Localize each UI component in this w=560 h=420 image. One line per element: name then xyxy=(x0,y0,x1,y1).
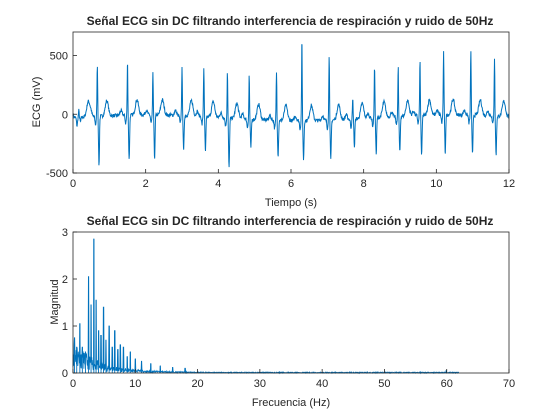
y-tick-label: 1 xyxy=(62,321,68,333)
spectrum-series-line xyxy=(72,238,460,375)
bottom-y-axis-label: Magnitud xyxy=(49,279,61,324)
x-tick-label: 6 xyxy=(288,178,294,190)
y-tick-label: 3 xyxy=(62,227,68,239)
y-tick-label: -500 xyxy=(46,168,68,180)
x-tick-label: 2 xyxy=(143,178,149,190)
top-x-axis-label: Tiempo (s) xyxy=(265,197,317,209)
y-tick-label: 0 xyxy=(62,109,68,121)
y-tick-label: 2 xyxy=(62,274,68,286)
bottom-chart-title: Señal ECG sin DC filtrando interferencia… xyxy=(87,214,494,228)
x-tick-label: 10 xyxy=(430,178,442,190)
x-tick-label: 0 xyxy=(70,378,76,390)
ecg-series-line xyxy=(72,44,510,168)
x-tick-label: 20 xyxy=(191,378,203,390)
bottom-plot-area xyxy=(73,232,509,373)
top-chart-title: Señal ECG sin DC filtrando interferencia… xyxy=(87,14,494,28)
x-tick-label: 0 xyxy=(70,178,76,190)
top-y-axis-label: ECG (mV) xyxy=(31,77,43,128)
x-tick-label: 8 xyxy=(361,178,367,190)
x-tick-label: 60 xyxy=(441,378,453,390)
x-tick-label: 50 xyxy=(378,378,390,390)
x-tick-label: 30 xyxy=(254,378,266,390)
x-tick-label: 40 xyxy=(316,378,328,390)
y-tick-label: 0 xyxy=(62,368,68,380)
ecg-time-panel: Señal ECG sin DC filtrando interferencia… xyxy=(31,14,515,209)
top-plot-area xyxy=(73,32,509,173)
y-tick-label: 500 xyxy=(50,51,68,63)
bottom-x-axis-label: Frecuencia (Hz) xyxy=(252,397,330,409)
spectrum-panel: Señal ECG sin DC filtrando interferencia… xyxy=(49,214,515,409)
x-tick-label: 4 xyxy=(215,178,221,190)
x-tick-label: 10 xyxy=(129,378,141,390)
x-tick-label: 12 xyxy=(503,178,515,190)
bottom-axes-box xyxy=(72,231,510,374)
x-tick-label: 70 xyxy=(503,378,515,390)
